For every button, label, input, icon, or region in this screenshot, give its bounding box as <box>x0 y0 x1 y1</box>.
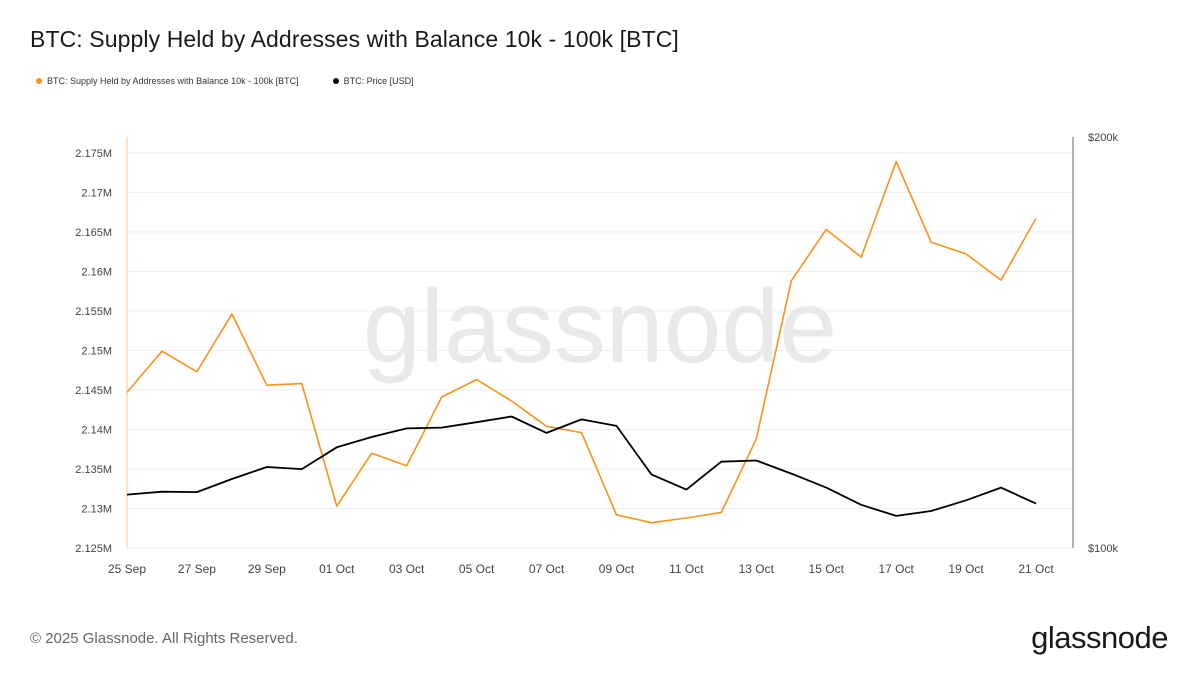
x-tick-label: 29 Sep <box>248 562 286 576</box>
y-tick-label-left: 2.155M <box>75 306 112 318</box>
y-tick-label-right: $100k <box>1088 543 1118 555</box>
x-tick-label: 15 Oct <box>809 562 845 576</box>
glassnode-logo: glassnode <box>1031 620 1168 655</box>
x-tick-label: 21 Oct <box>1018 562 1054 576</box>
x-tick-label: 03 Oct <box>389 562 425 576</box>
series-line-supply <box>126 160 1037 524</box>
x-tick-label: 05 Oct <box>459 562 495 576</box>
y-tick-label-right: $200k <box>1088 132 1118 144</box>
x-tick-label: 11 Oct <box>669 562 704 576</box>
x-tick-label: 27 Sep <box>178 562 216 576</box>
watermark: glassnode <box>363 269 837 385</box>
chart-title: BTC: Supply Held by Addresses with Balan… <box>30 26 679 52</box>
y-tick-label-left: 2.125M <box>75 543 112 555</box>
legend-dot-price <box>332 78 339 84</box>
legend-label-supply: BTC: Supply Held by Addresses with Balan… <box>47 76 299 86</box>
x-tick-label: 25 Sep <box>108 562 146 576</box>
x-tick-label: 09 Oct <box>599 562 635 576</box>
series-line-price <box>126 415 1037 517</box>
y-tick-label-left: 2.16M <box>81 266 112 278</box>
y-tick-label-left: 2.165M <box>75 227 112 239</box>
legend-item-supply[interactable]: BTC: Supply Held by Addresses with Balan… <box>36 76 299 86</box>
y-tick-label-left: 2.135M <box>75 464 112 476</box>
legend-dot-supply <box>36 78 42 84</box>
x-tick-label: 01 Oct <box>319 562 355 576</box>
x-tick-label: 07 Oct <box>529 562 565 576</box>
y-tick-label-left: 2.145M <box>75 385 112 397</box>
legend-item-price[interactable]: BTC: Price [USD] <box>332 76 414 86</box>
y-tick-label-left: 2.17M <box>81 187 112 199</box>
x-tick-label: 17 Oct <box>878 562 914 576</box>
y-tick-label-left: 2.175M <box>75 148 112 160</box>
chart-legend: BTC: Supply Held by Addresses with Balan… <box>36 76 414 86</box>
legend-label-price: BTC: Price [USD] <box>343 76 414 86</box>
y-tick-label-left: 2.15M <box>81 345 112 357</box>
copyright-text: © 2025 Glassnode. All Rights Reserved. <box>30 630 298 647</box>
y-tick-label-left: 2.14M <box>81 424 112 436</box>
x-tick-label: 19 Oct <box>948 562 984 576</box>
y-tick-label-left: 2.13M <box>81 503 112 515</box>
x-tick-label: 13 Oct <box>739 562 775 576</box>
